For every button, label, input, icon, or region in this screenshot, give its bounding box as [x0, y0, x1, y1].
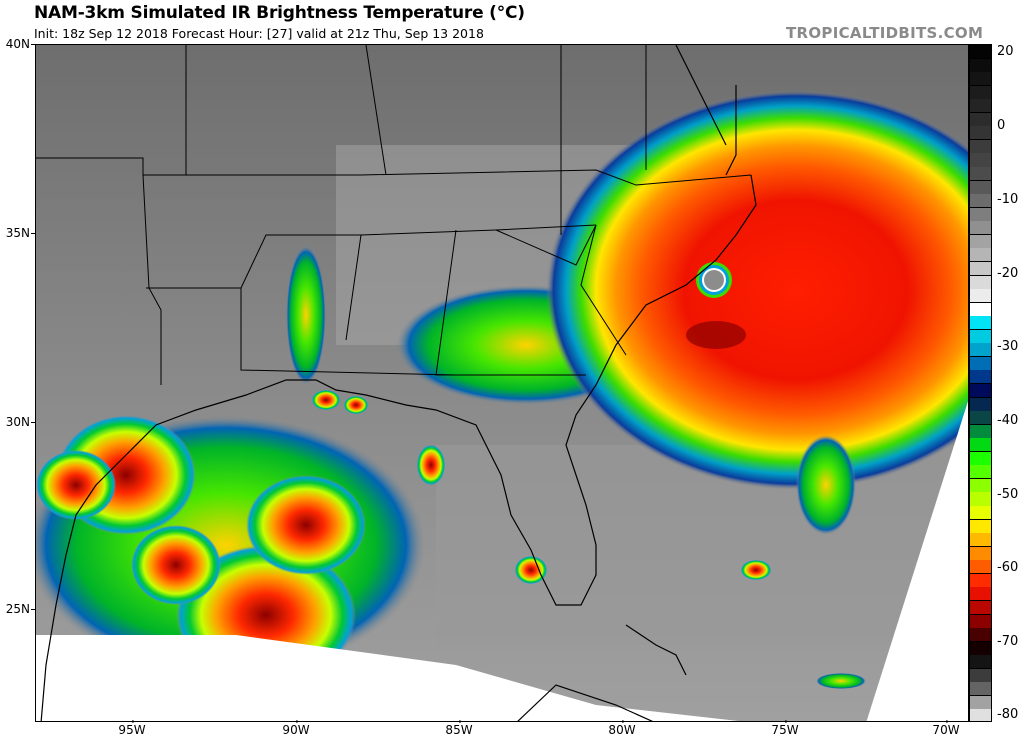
colorbar-segment	[970, 180, 991, 195]
colorbar-segment	[970, 261, 991, 276]
colorbar-segment	[970, 85, 991, 100]
colorbar-segment	[970, 478, 991, 493]
colorbar-tick-minus10: -10	[997, 192, 1019, 207]
colorbar-segment	[970, 316, 991, 331]
colorbar-segment	[970, 614, 991, 629]
colorbar-segment	[970, 492, 991, 507]
colorbar-segment	[970, 397, 991, 412]
colorbar-segment	[970, 438, 991, 453]
colorbar-tick-minus30: -30	[997, 339, 1019, 354]
colorbar-segment	[970, 655, 991, 670]
colorbar-segment	[970, 207, 991, 222]
lon-label-95w: 95W	[118, 720, 146, 737]
lon-label-75w: 75W	[771, 720, 799, 737]
lat-label-25n: 25N	[0, 602, 35, 616]
colorbar-segment	[970, 248, 991, 263]
colorbar-segment	[970, 139, 991, 154]
colorbar-segment	[970, 45, 991, 60]
colorbar-segment	[970, 329, 991, 344]
chart-title: NAM-3km Simulated IR Brightness Temperat…	[34, 3, 525, 23]
colorbar-segment	[970, 356, 991, 371]
lat-label-35n: 35N	[0, 226, 35, 240]
colorbar-segment	[970, 411, 991, 426]
colorbar-segment	[970, 126, 991, 141]
lon-label-70w: 70W	[932, 720, 960, 737]
colorbar-segment	[970, 302, 991, 317]
lon-label-80w: 80W	[608, 720, 636, 737]
colorbar-tick-minus70: -70	[997, 634, 1019, 649]
colorbar-segment	[970, 506, 991, 521]
lon-label-85w: 85W	[445, 720, 473, 737]
map-imagery	[36, 45, 968, 721]
colorbar-segment	[970, 451, 991, 466]
lon-label-90w: 90W	[282, 720, 310, 737]
colorbar-segment	[970, 112, 991, 127]
colorbar-segment	[970, 573, 991, 588]
colorbar-segment	[970, 424, 991, 439]
temperature-colorbar	[969, 44, 992, 722]
colorbar-segment	[970, 668, 991, 683]
colorbar-tick-minus80: -80	[997, 707, 1019, 722]
colorbar-segment	[970, 587, 991, 602]
colorbar-segment	[970, 709, 991, 721]
colorbar-segment	[970, 167, 991, 182]
colorbar-tick-minus20: -20	[997, 266, 1019, 281]
colorbar-segment	[970, 289, 991, 304]
colorbar-segment	[970, 533, 991, 548]
colorbar-segment	[970, 682, 991, 697]
colorbar-tick-minus50: -50	[997, 487, 1019, 502]
colorbar-segment	[970, 194, 991, 209]
colorbar-segment	[970, 343, 991, 358]
colorbar-segment	[970, 221, 991, 236]
colorbar-tick-20: 20	[997, 44, 1014, 59]
colorbar-segment	[970, 560, 991, 575]
colorbar-segment	[970, 695, 991, 710]
colorbar-segment	[970, 628, 991, 643]
colorbar-segment	[970, 153, 991, 168]
colorbar-segment	[970, 465, 991, 480]
colorbar-tick-minus40: -40	[997, 413, 1019, 428]
colorbar-segment	[970, 72, 991, 87]
colorbar-tick-0: 0	[997, 118, 1006, 133]
colorbar-segment	[970, 641, 991, 656]
colorbar-segment	[970, 519, 991, 534]
lat-label-40n: 40N	[0, 37, 35, 51]
colorbar-segment	[970, 384, 991, 399]
colorbar-segment	[970, 546, 991, 561]
colorbar-tick-minus60: -60	[997, 560, 1019, 575]
brand-watermark: TROPICALTIDBITS.COM	[786, 24, 984, 42]
lat-label-30n: 30N	[0, 415, 35, 429]
colorbar-segment	[970, 58, 991, 73]
chart-subtitle: Init: 18z Sep 12 2018 Forecast Hour: [27…	[34, 26, 484, 41]
ir-satellite-map	[35, 44, 969, 722]
colorbar-segment	[970, 600, 991, 615]
colorbar-segment	[970, 234, 991, 249]
colorbar-segment	[970, 99, 991, 114]
colorbar-segment	[970, 370, 991, 385]
colorbar-segment	[970, 275, 991, 290]
